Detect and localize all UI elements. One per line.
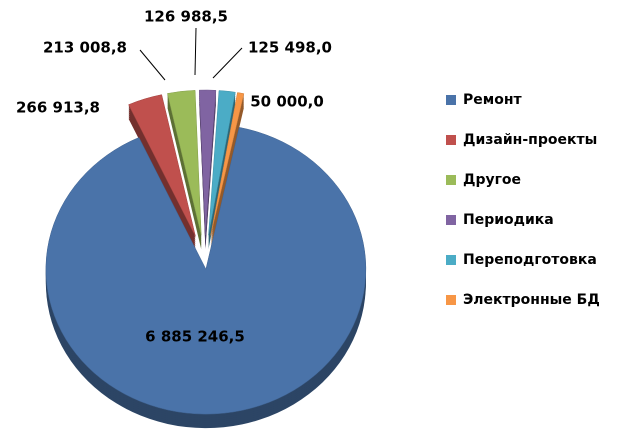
legend-label: Переподготовка bbox=[463, 252, 597, 268]
slice bbox=[45, 127, 367, 415]
legend-swatch bbox=[446, 255, 456, 265]
slice-side bbox=[210, 94, 244, 238]
slice-side bbox=[210, 98, 244, 242]
legend: Ремонт Дизайн-проекты Другое Периодика Переп… bbox=[446, 92, 600, 308]
legend-label: Другое bbox=[463, 172, 521, 188]
data-label: 6 885 246,5 bbox=[145, 328, 245, 346]
legend-label: Периодика bbox=[463, 212, 554, 228]
data-label: 125 498,0 bbox=[248, 39, 332, 57]
slice bbox=[210, 92, 245, 236]
slice bbox=[167, 90, 202, 236]
data-label: 266 913,8 bbox=[16, 99, 100, 117]
slice bbox=[199, 89, 217, 236]
legend-swatch bbox=[446, 295, 456, 305]
slice-side bbox=[210, 104, 244, 248]
leader-line bbox=[212, 47, 243, 79]
data-label: 50 000,0 bbox=[250, 93, 324, 111]
slice-side bbox=[208, 96, 236, 242]
slice-side bbox=[210, 100, 244, 244]
pie bbox=[45, 89, 367, 429]
slice-side bbox=[208, 98, 236, 244]
slice-side bbox=[210, 96, 244, 240]
data-label: 213 008,8 bbox=[43, 39, 127, 57]
legend-swatch bbox=[446, 95, 456, 105]
data-labels: 6 885 246,5 266 913,8 213 008,8 126 988,5 12… bbox=[16, 8, 332, 346]
legend-label: Электронные БД bbox=[463, 292, 600, 308]
leader-line bbox=[139, 49, 166, 81]
slice-side bbox=[208, 94, 236, 240]
slice bbox=[208, 90, 236, 236]
legend-swatch bbox=[446, 215, 456, 225]
legend-swatch bbox=[446, 175, 456, 185]
data-label: 126 988,5 bbox=[144, 8, 228, 26]
slice bbox=[128, 94, 196, 237]
legend-swatch bbox=[446, 135, 456, 145]
slice-side bbox=[208, 100, 236, 246]
legend-label: Дизайн-проекты bbox=[463, 132, 597, 148]
leader-line bbox=[194, 27, 197, 76]
slice-side bbox=[210, 102, 244, 246]
legend-label: Ремонт bbox=[463, 92, 522, 108]
